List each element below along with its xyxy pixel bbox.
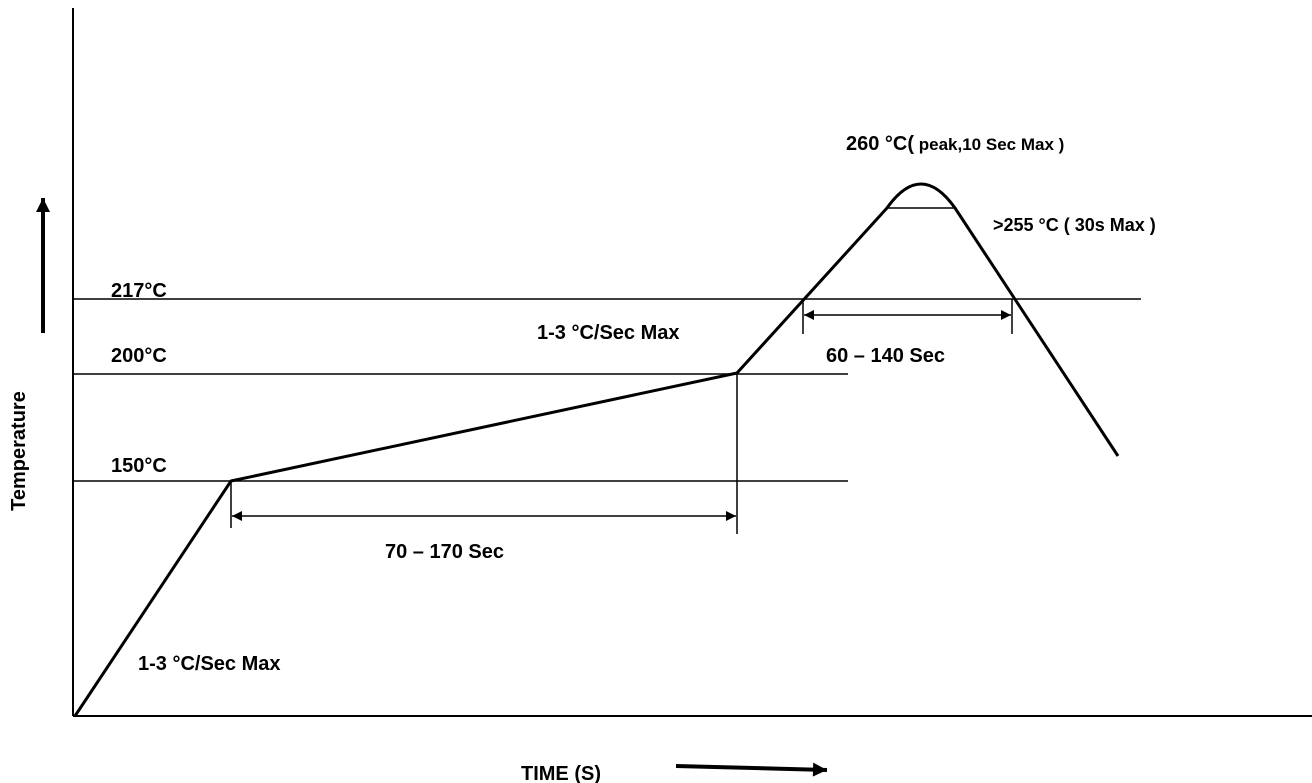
level-label-217: 217°C	[111, 280, 167, 302]
reflow-window-label: 60 – 140 Sec	[826, 345, 945, 367]
ramp-to-reflow-label: 1-3 °C/Sec Max	[537, 322, 680, 344]
peak-label-detail: peak,10 Sec Max )	[914, 135, 1064, 154]
y-axis-label: Temperature	[8, 391, 30, 511]
peak-label: 260 °C( peak,10 Sec Max )	[846, 133, 1064, 155]
peak-label-main: 260 °C(	[846, 133, 914, 155]
time-right-arrow	[675, 762, 828, 777]
ramp-up-label: 1-3 °C/Sec Max	[138, 653, 281, 675]
above-255-label: >255 °C ( 30s Max )	[993, 215, 1156, 235]
x-axis-label: TIME (S)	[521, 763, 601, 783]
level-label-200: 200°C	[111, 345, 167, 367]
level-label-150: 150°C	[111, 455, 167, 477]
soak-window-label: 70 – 170 Sec	[385, 541, 504, 563]
profile-curve	[73, 182, 1120, 717]
